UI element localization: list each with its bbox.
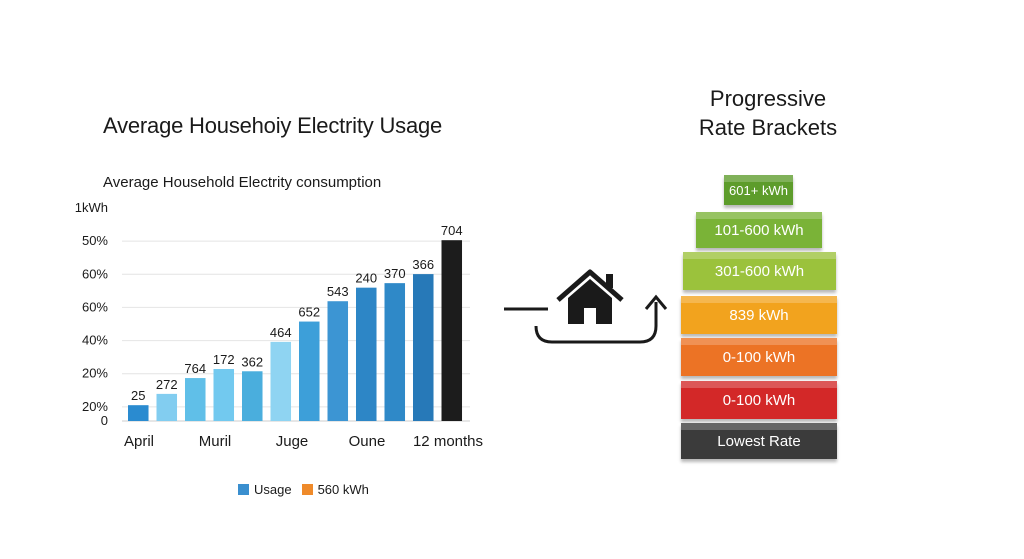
arrow-head-icon	[644, 294, 668, 310]
rate-tier: 0-100 kWh	[681, 338, 837, 376]
rate-tier-label: 301-600 kWh	[714, 262, 805, 280]
y-tick-label: 20%	[82, 366, 108, 381]
x-tick-label: 12 months	[413, 433, 483, 450]
rate-tier-label: 0-100 kWh	[722, 391, 796, 409]
rate-tier-bevel	[683, 252, 836, 259]
bar	[356, 287, 377, 421]
rate-tier-label: 0-100 kWh	[722, 348, 796, 366]
legend-swatch-usage	[238, 484, 249, 495]
rate-tier-bevel	[681, 338, 837, 345]
rate-tier-bevel	[681, 423, 837, 430]
y-tick-label: 60%	[82, 266, 108, 281]
rate-tier-bevel	[681, 381, 837, 388]
rate-tier: 839 kWh	[681, 296, 837, 334]
bar-value-label: 362	[241, 354, 263, 369]
y-tick-label: 1kWh	[75, 200, 108, 215]
rate-tier-label: 601+ kWh	[729, 182, 788, 198]
y-tick-label: 40%	[82, 333, 108, 348]
bar-value-label: 764	[184, 361, 206, 376]
legend-label-kwh: 560 kWh	[317, 482, 369, 497]
y-tick-label: 50%	[82, 233, 108, 248]
rate-tier-label: 101-600 kWh	[714, 221, 804, 239]
bar	[299, 321, 320, 421]
bar	[413, 274, 434, 421]
bar-value-label: 704	[441, 223, 463, 238]
bar-value-label: 464	[270, 325, 292, 340]
rate-tier-bevel	[696, 212, 822, 219]
legend-item-kwh: 560 kWh	[301, 482, 369, 497]
bar-value-label: 543	[327, 284, 349, 299]
house-icon	[556, 269, 624, 324]
main-title: Average Househoiy Electrity Usage	[103, 113, 443, 138]
bar	[213, 369, 235, 421]
bar-value-label: 652	[298, 305, 320, 320]
bar-value-label: 370	[384, 266, 406, 281]
legend-item-usage: Usage	[238, 482, 292, 497]
bar	[156, 393, 178, 421]
bar-value-label: 272	[156, 377, 178, 392]
y-tick-label: 20%	[82, 399, 108, 414]
brackets-title-line2: Rate Brackets	[698, 115, 838, 140]
rate-tier-label: 839 kWh	[729, 306, 789, 324]
bar	[327, 301, 349, 421]
bar-value-label: 172	[213, 352, 235, 367]
legend-swatch-kwh	[301, 484, 313, 495]
bar	[270, 341, 292, 421]
bar	[384, 283, 406, 421]
rate-tier: Lowest Rate	[681, 423, 837, 459]
bar-value-label: 366	[412, 257, 434, 272]
bar	[242, 371, 263, 421]
rate-tier: 301-600 kWh	[683, 252, 836, 290]
bar-value-label: 25	[131, 388, 145, 403]
y-tick-label: 60%	[82, 299, 108, 314]
flow-arrow-with-house	[504, 269, 668, 344]
chart-legend: Usage 560 kWh	[238, 482, 369, 497]
brackets-title-line1: Progressive	[709, 86, 827, 111]
brackets-title: Progressive Rate Brackets	[668, 84, 868, 142]
chart-subtitle: Average Household Electrity consumption	[103, 174, 381, 191]
x-tick-label: Oune	[349, 433, 386, 450]
rate-tier-label: Lowest Rate	[717, 432, 801, 450]
x-tick-label: Muril	[199, 433, 232, 450]
bar-value-label: 240	[355, 271, 377, 286]
x-tick-label: April	[124, 433, 154, 450]
bar	[441, 240, 463, 421]
bar	[185, 378, 206, 421]
rate-tier: 601+ kWh	[724, 175, 793, 205]
rate-tier: 101-600 kWh	[696, 212, 822, 248]
rate-tier: 0-100 kWh	[681, 381, 837, 419]
legend-label-usage: Usage	[254, 482, 292, 497]
rate-tier-bevel	[681, 296, 837, 303]
rate-tier-bevel	[724, 175, 793, 182]
flow-return-arrow	[534, 302, 658, 344]
bar	[128, 405, 149, 421]
y-tick-label: 0	[101, 413, 108, 428]
x-tick-label: Juge	[276, 433, 309, 450]
bar-chart: Average Household Electrity consumption 1…	[75, 174, 483, 450]
